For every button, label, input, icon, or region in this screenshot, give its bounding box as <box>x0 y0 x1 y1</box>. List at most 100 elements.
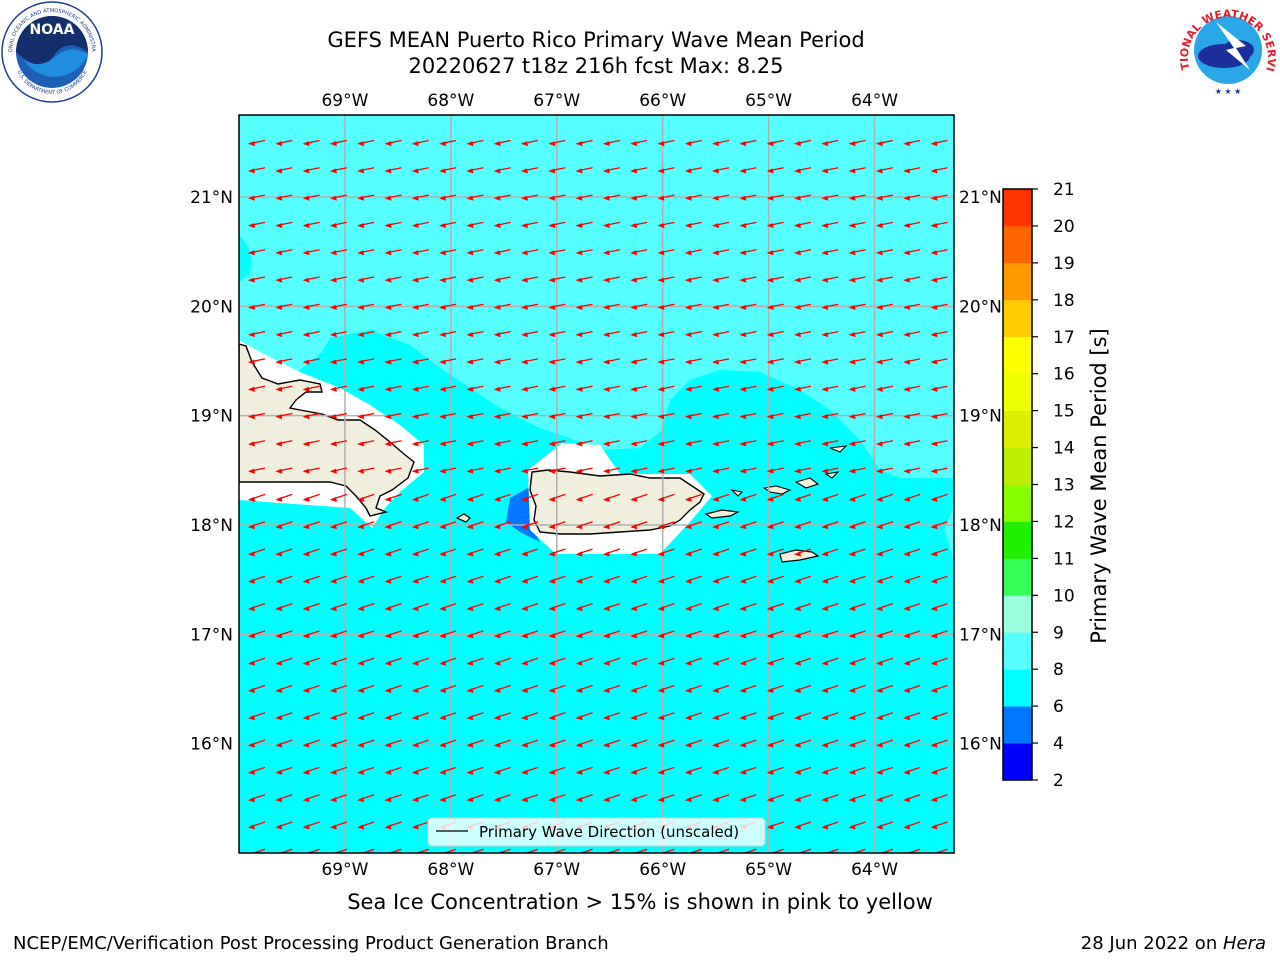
wave-arrow <box>521 467 539 474</box>
wave-arrow <box>411 358 429 365</box>
wave-arrow <box>521 221 539 229</box>
wave-arrow <box>602 630 621 639</box>
wave-arrow <box>848 467 866 474</box>
wave-arrow <box>521 794 539 803</box>
wave-arrow <box>739 194 757 201</box>
wave-arrow <box>248 602 266 612</box>
wave-arrow <box>275 821 293 830</box>
wave-arrow <box>848 249 866 256</box>
wave-arrow <box>930 575 948 584</box>
wave-arrow <box>548 330 566 338</box>
wave-arrow <box>739 794 757 803</box>
wave-arrow <box>521 493 539 502</box>
legend-label: Primary Wave Direction (unscaled) <box>479 823 739 841</box>
wave-arrow <box>466 221 484 229</box>
wave-arrow <box>766 739 784 748</box>
lat-label-left: 16°N <box>190 735 233 755</box>
wave-arrow <box>903 739 921 748</box>
colorbar-tick-label: 12 <box>1053 512 1075 532</box>
wave-arrow <box>848 630 866 639</box>
wave-arrow <box>575 467 593 474</box>
wave-arrow <box>848 194 866 201</box>
wave-arrow <box>521 249 539 256</box>
wave-arrow <box>875 766 894 775</box>
wave-arrow <box>766 548 784 557</box>
map-legend[interactable]: Primary Wave Direction (unscaled) <box>427 817 766 847</box>
wave-arrow <box>794 521 812 530</box>
wave-arrow <box>848 358 866 365</box>
wave-arrow <box>329 358 348 365</box>
wave-arrow <box>411 657 430 666</box>
wave-arrow <box>739 440 757 447</box>
map-gridlines <box>239 115 954 853</box>
colorbar-tick-label: 19 <box>1053 254 1075 274</box>
wave-arrow <box>384 276 402 283</box>
wave-arrow <box>684 575 703 584</box>
wave-arrow <box>548 712 566 721</box>
wave-arrow <box>493 467 511 474</box>
wave-arrow <box>329 194 348 201</box>
wave-arrow <box>439 712 457 721</box>
wave-arrow <box>821 657 839 666</box>
wave-arrow <box>493 602 511 612</box>
wave-arrow <box>821 221 839 229</box>
wave-arrow <box>466 303 484 310</box>
wave-arrow <box>712 630 730 639</box>
wave-arrow <box>712 167 730 174</box>
wave-arrow <box>712 575 730 584</box>
chart-title: GEFS MEAN Puerto Rico Primary Wave Mean … <box>327 28 865 52</box>
lat-label-right: 20°N <box>959 297 1002 317</box>
wave-arrow <box>357 821 375 830</box>
wave-arrow <box>548 548 566 557</box>
wave-arrow <box>630 602 648 612</box>
colorbar-tick-label: 18 <box>1053 291 1075 311</box>
wave-arrow <box>766 276 784 283</box>
wave-arrow <box>766 221 784 229</box>
wave-arrow <box>384 630 402 639</box>
wave-arrow <box>548 467 566 474</box>
noaa-logo-text: NOAA <box>30 22 75 38</box>
wave-arrow <box>821 575 839 584</box>
colorbar-tick-label: 10 <box>1053 586 1075 606</box>
wave-arrow <box>630 385 648 392</box>
wave-arrow <box>248 358 266 365</box>
wave-arrow <box>657 221 675 229</box>
wave-arrow <box>684 139 702 147</box>
lat-label-left: 18°N <box>190 516 233 536</box>
wave-arrow <box>575 194 593 201</box>
wave-arrow <box>275 630 293 639</box>
wave-arrow <box>739 167 757 174</box>
wave-arrow <box>602 303 621 310</box>
wave-arrow <box>439 358 457 365</box>
wave-arrow <box>548 167 566 174</box>
wave-arrow <box>466 249 484 256</box>
wave-arrow <box>439 575 457 584</box>
wave-arrow <box>411 249 429 256</box>
wave-arrow <box>630 630 648 639</box>
wave-arrow <box>493 249 511 256</box>
wave-arrow <box>329 139 348 147</box>
svg-text:★ ★ ★: ★ ★ ★ <box>1215 87 1242 96</box>
wave-arrow <box>466 712 484 721</box>
wave-arrow <box>602 739 621 748</box>
wave-arrow <box>521 330 539 338</box>
wave-arrow <box>384 467 402 474</box>
wave-arrow <box>329 521 348 530</box>
wave-arrow <box>248 548 266 557</box>
wave-arrow <box>739 684 757 693</box>
wave-arrow <box>821 167 839 174</box>
wave-arrow <box>521 602 539 612</box>
wave-arrow <box>439 739 457 748</box>
land-mona-island <box>455 513 471 523</box>
wave-arrow <box>493 766 511 775</box>
wave-arrow <box>466 548 484 557</box>
wave-arrow <box>930 548 948 557</box>
wave-arrow <box>411 739 430 748</box>
wave-arrow <box>384 358 402 365</box>
wave-arrow <box>739 548 757 557</box>
wave-arrow <box>384 167 402 174</box>
colorbar-segment <box>1003 706 1032 744</box>
wave-arrow <box>575 221 593 229</box>
footer-date: 28 Jun 2022 on Hera <box>1080 933 1266 954</box>
colorbar-segment <box>1003 484 1032 522</box>
